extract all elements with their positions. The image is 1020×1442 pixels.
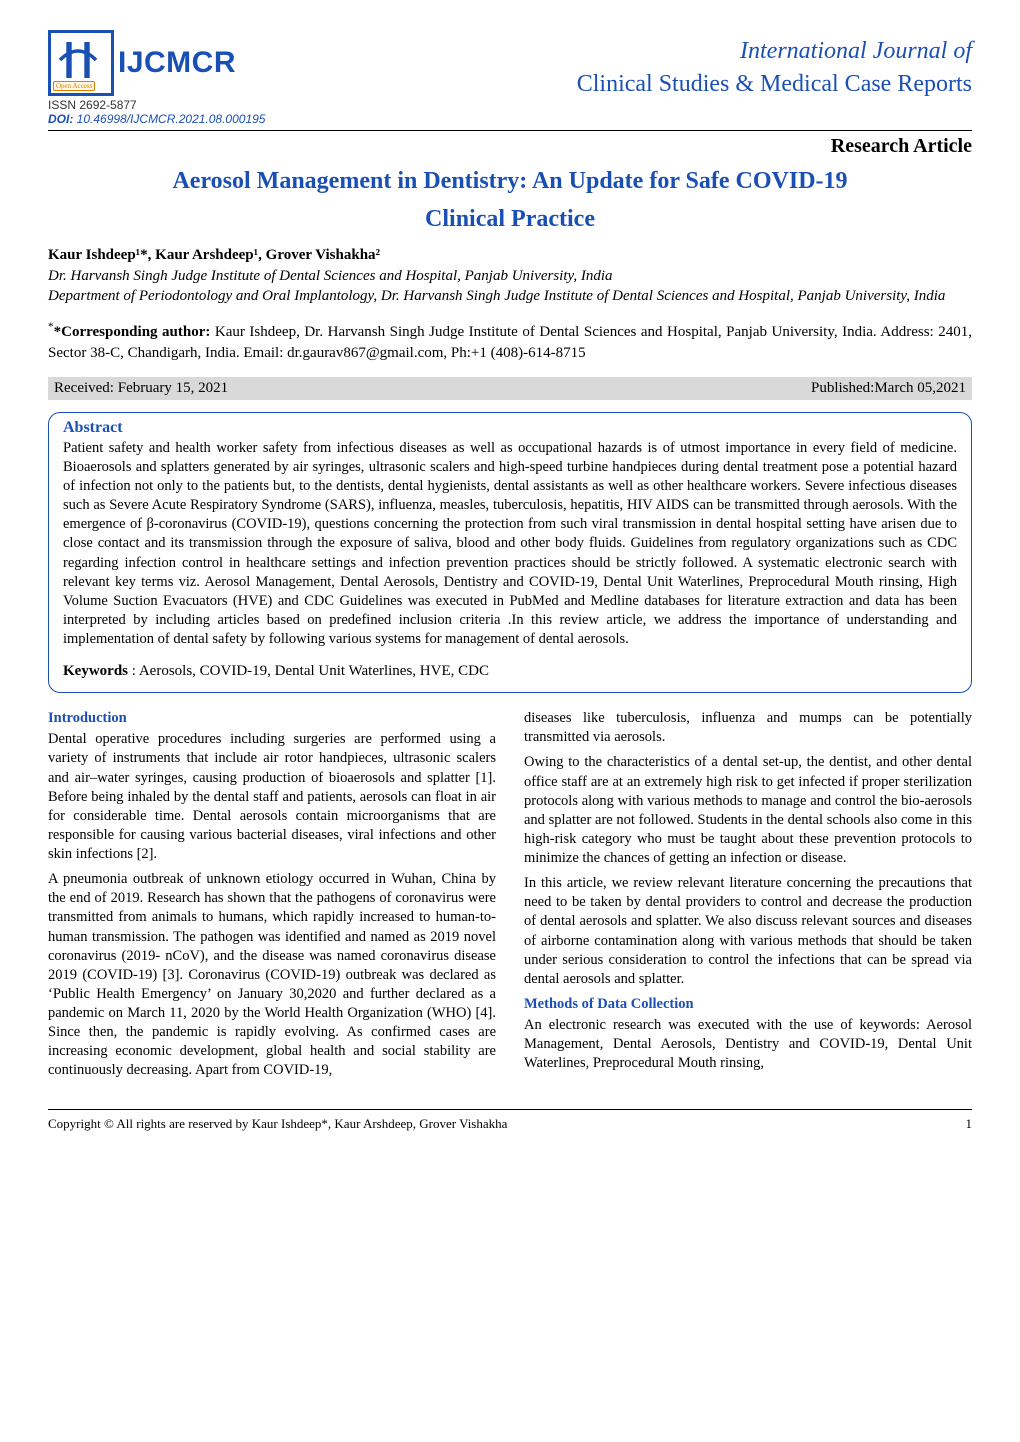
- page: Open Access IJCMCR ISSN 2692-5877 DOI: 1…: [0, 0, 1020, 1172]
- received-date: Received: February 15, 2021: [54, 380, 228, 397]
- journal-logo-text: IJCMCR: [118, 46, 236, 80]
- doi: DOI: 10.46998/IJCMCR.2021.08.000195: [48, 112, 265, 126]
- issn: ISSN 2692-5877: [48, 98, 137, 112]
- affiliations: Dr. Harvansh Singh Judge Institute of De…: [48, 266, 972, 307]
- journal-title-bottom: Clinical Studies & Medical Case Reports: [328, 71, 972, 98]
- intro-para-1: Dental operative procedures including su…: [48, 730, 496, 864]
- intro-para-4: Owing to the characteristics of a dental…: [524, 753, 972, 868]
- title-line-2: Clinical Practice: [48, 200, 972, 238]
- corr-label: *Corresponding author:: [54, 324, 211, 340]
- keywords-text: : Aerosols, COVID-19, Dental Unit Waterl…: [128, 663, 489, 679]
- journal-title-top: International Journal of: [328, 38, 972, 65]
- journal-title-block: International Journal of Clinical Studie…: [328, 38, 972, 98]
- copyright: Copyright © All rights are reserved by K…: [48, 1116, 507, 1132]
- title-line-1: Aerosol Management in Dentistry: An Upda…: [48, 162, 972, 200]
- journal-logo-icon: Open Access: [48, 30, 114, 96]
- open-access-badge: Open Access: [53, 81, 95, 91]
- body-columns: Introduction Dental operative procedures…: [48, 709, 972, 1083]
- published-date: Published:March 05,2021: [811, 380, 966, 397]
- authors: Kaur Ishdeep¹*, Kaur Arshdeep¹, Grover V…: [48, 247, 972, 264]
- abstract-heading: Abstract: [63, 419, 957, 437]
- intro-para-3: diseases like tuberculosis, influenza an…: [524, 709, 972, 747]
- corresponding-author: **Corresponding author: Kaur Ishdeep, Dr…: [48, 320, 972, 363]
- footer: Copyright © All rights are reserved by K…: [48, 1109, 972, 1132]
- section-head-introduction: Introduction: [48, 709, 496, 728]
- abstract-box: Abstract Patient safety and health worke…: [48, 412, 972, 693]
- page-number: 1: [966, 1116, 973, 1132]
- section-head-methods: Methods of Data Collection: [524, 995, 972, 1014]
- affil-line-2: Department of Periodontology and Oral Im…: [48, 288, 945, 304]
- logo-row: Open Access IJCMCR: [48, 30, 236, 96]
- abstract-body: Patient safety and health worker safety …: [63, 439, 957, 649]
- intro-para-2: A pneumonia outbreak of unknown etiology…: [48, 870, 496, 1080]
- logo-block: Open Access IJCMCR ISSN 2692-5877 DOI: 1…: [48, 30, 328, 126]
- doi-value: 10.46998/IJCMCR.2021.08.000195: [73, 112, 265, 126]
- methods-para-1: An electronic research was executed with…: [524, 1016, 972, 1073]
- article-title: Aerosol Management in Dentistry: An Upda…: [48, 162, 972, 239]
- doi-label: DOI:: [48, 112, 73, 126]
- affil-line-1: Dr. Harvansh Singh Judge Institute of De…: [48, 268, 613, 284]
- header: Open Access IJCMCR ISSN 2692-5877 DOI: 1…: [48, 30, 972, 131]
- keywords-label: Keywords: [63, 663, 128, 679]
- article-type: Research Article: [48, 135, 972, 158]
- dates-bar: Received: February 15, 2021 Published:Ma…: [48, 377, 972, 400]
- logo-mark-icon: [51, 33, 105, 87]
- intro-para-5: In this article, we review relevant lite…: [524, 874, 972, 989]
- keywords: Keywords : Aerosols, COVID-19, Dental Un…: [63, 663, 957, 680]
